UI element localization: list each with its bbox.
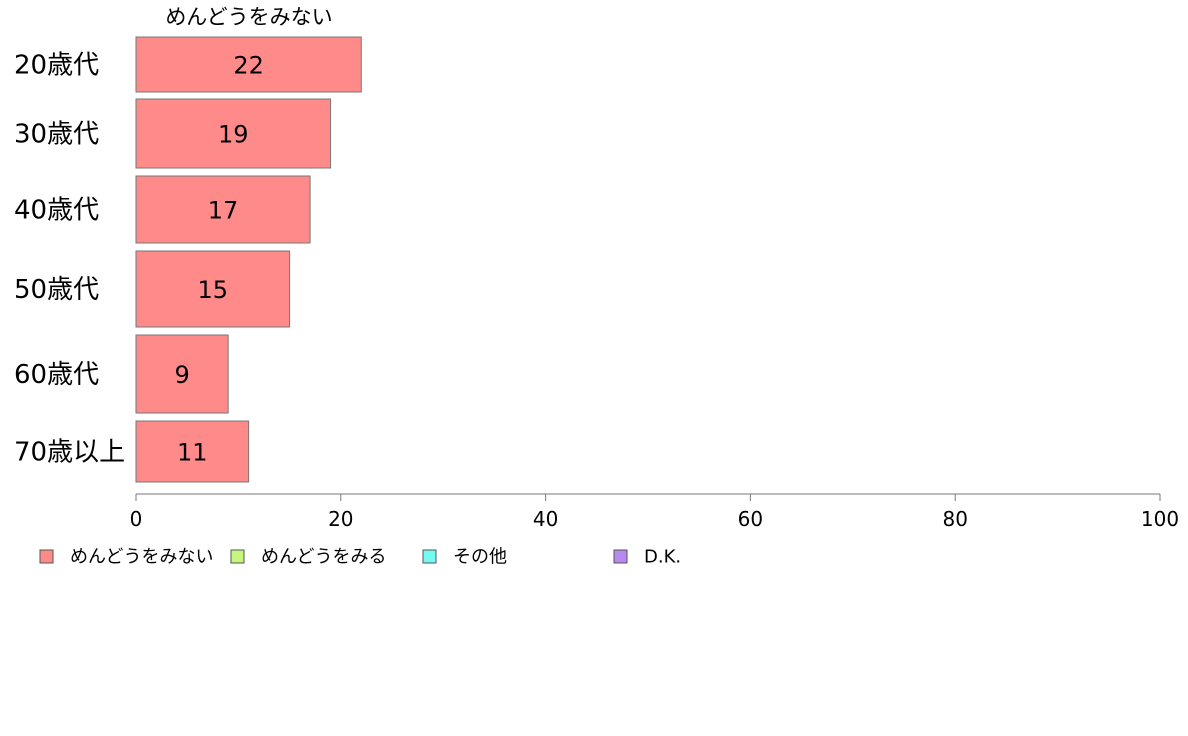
legend-label: D.K. — [644, 547, 681, 568]
bar-value-label: 17 — [208, 197, 239, 225]
category-label: 20歳代 — [14, 51, 99, 81]
x-tick-label: 60 — [738, 507, 763, 531]
bar-0-1 — [135, 98, 332, 169]
legend-label: その他 — [453, 547, 507, 568]
bar-value-label: 15 — [198, 276, 229, 304]
category-label: 30歳代 — [14, 120, 99, 150]
legend-label: めんどうをみる — [261, 547, 386, 568]
bar-0-4 — [135, 334, 229, 414]
legend: めんどうをみない めんどうをみる その他 D.K. — [39, 547, 681, 568]
x-tick-label: 100 — [1141, 507, 1179, 531]
bar-value-label: 9 — [174, 361, 189, 389]
x-tick-label: 0 — [130, 507, 143, 531]
bar-0-0 — [135, 36, 362, 93]
bar-value-label: 11 — [177, 439, 208, 467]
category-label: 70歳以上 — [14, 438, 125, 468]
legend-swatch — [613, 549, 628, 564]
legend-swatch — [422, 549, 437, 564]
legend-swatch — [39, 549, 54, 564]
x-axis-ticks: 0 20 40 60 80 100 — [130, 494, 1179, 531]
category-label: 60歳代 — [14, 360, 99, 390]
bar-0-2 — [135, 175, 311, 244]
x-tick-label: 80 — [942, 507, 967, 531]
category-label: 40歳代 — [14, 196, 99, 226]
bar-0-5 — [135, 420, 250, 483]
x-tick-label: 20 — [328, 507, 353, 531]
category-label: 50歳代 — [14, 275, 99, 305]
series-title: めんどうをみない — [165, 5, 332, 29]
category-labels: 20歳代 30歳代 40歳代 50歳代 60歳代 70歳以上 — [14, 51, 125, 468]
legend-swatch — [230, 549, 245, 564]
bar-value-label: 22 — [233, 52, 264, 80]
bar-0-3 — [135, 250, 291, 328]
bar-value-label: 19 — [218, 121, 249, 149]
legend-label: めんどうをみない — [70, 547, 213, 568]
x-tick-label: 40 — [533, 507, 558, 531]
bars-group: 22 19 17 15 9 11 — [135, 36, 362, 483]
